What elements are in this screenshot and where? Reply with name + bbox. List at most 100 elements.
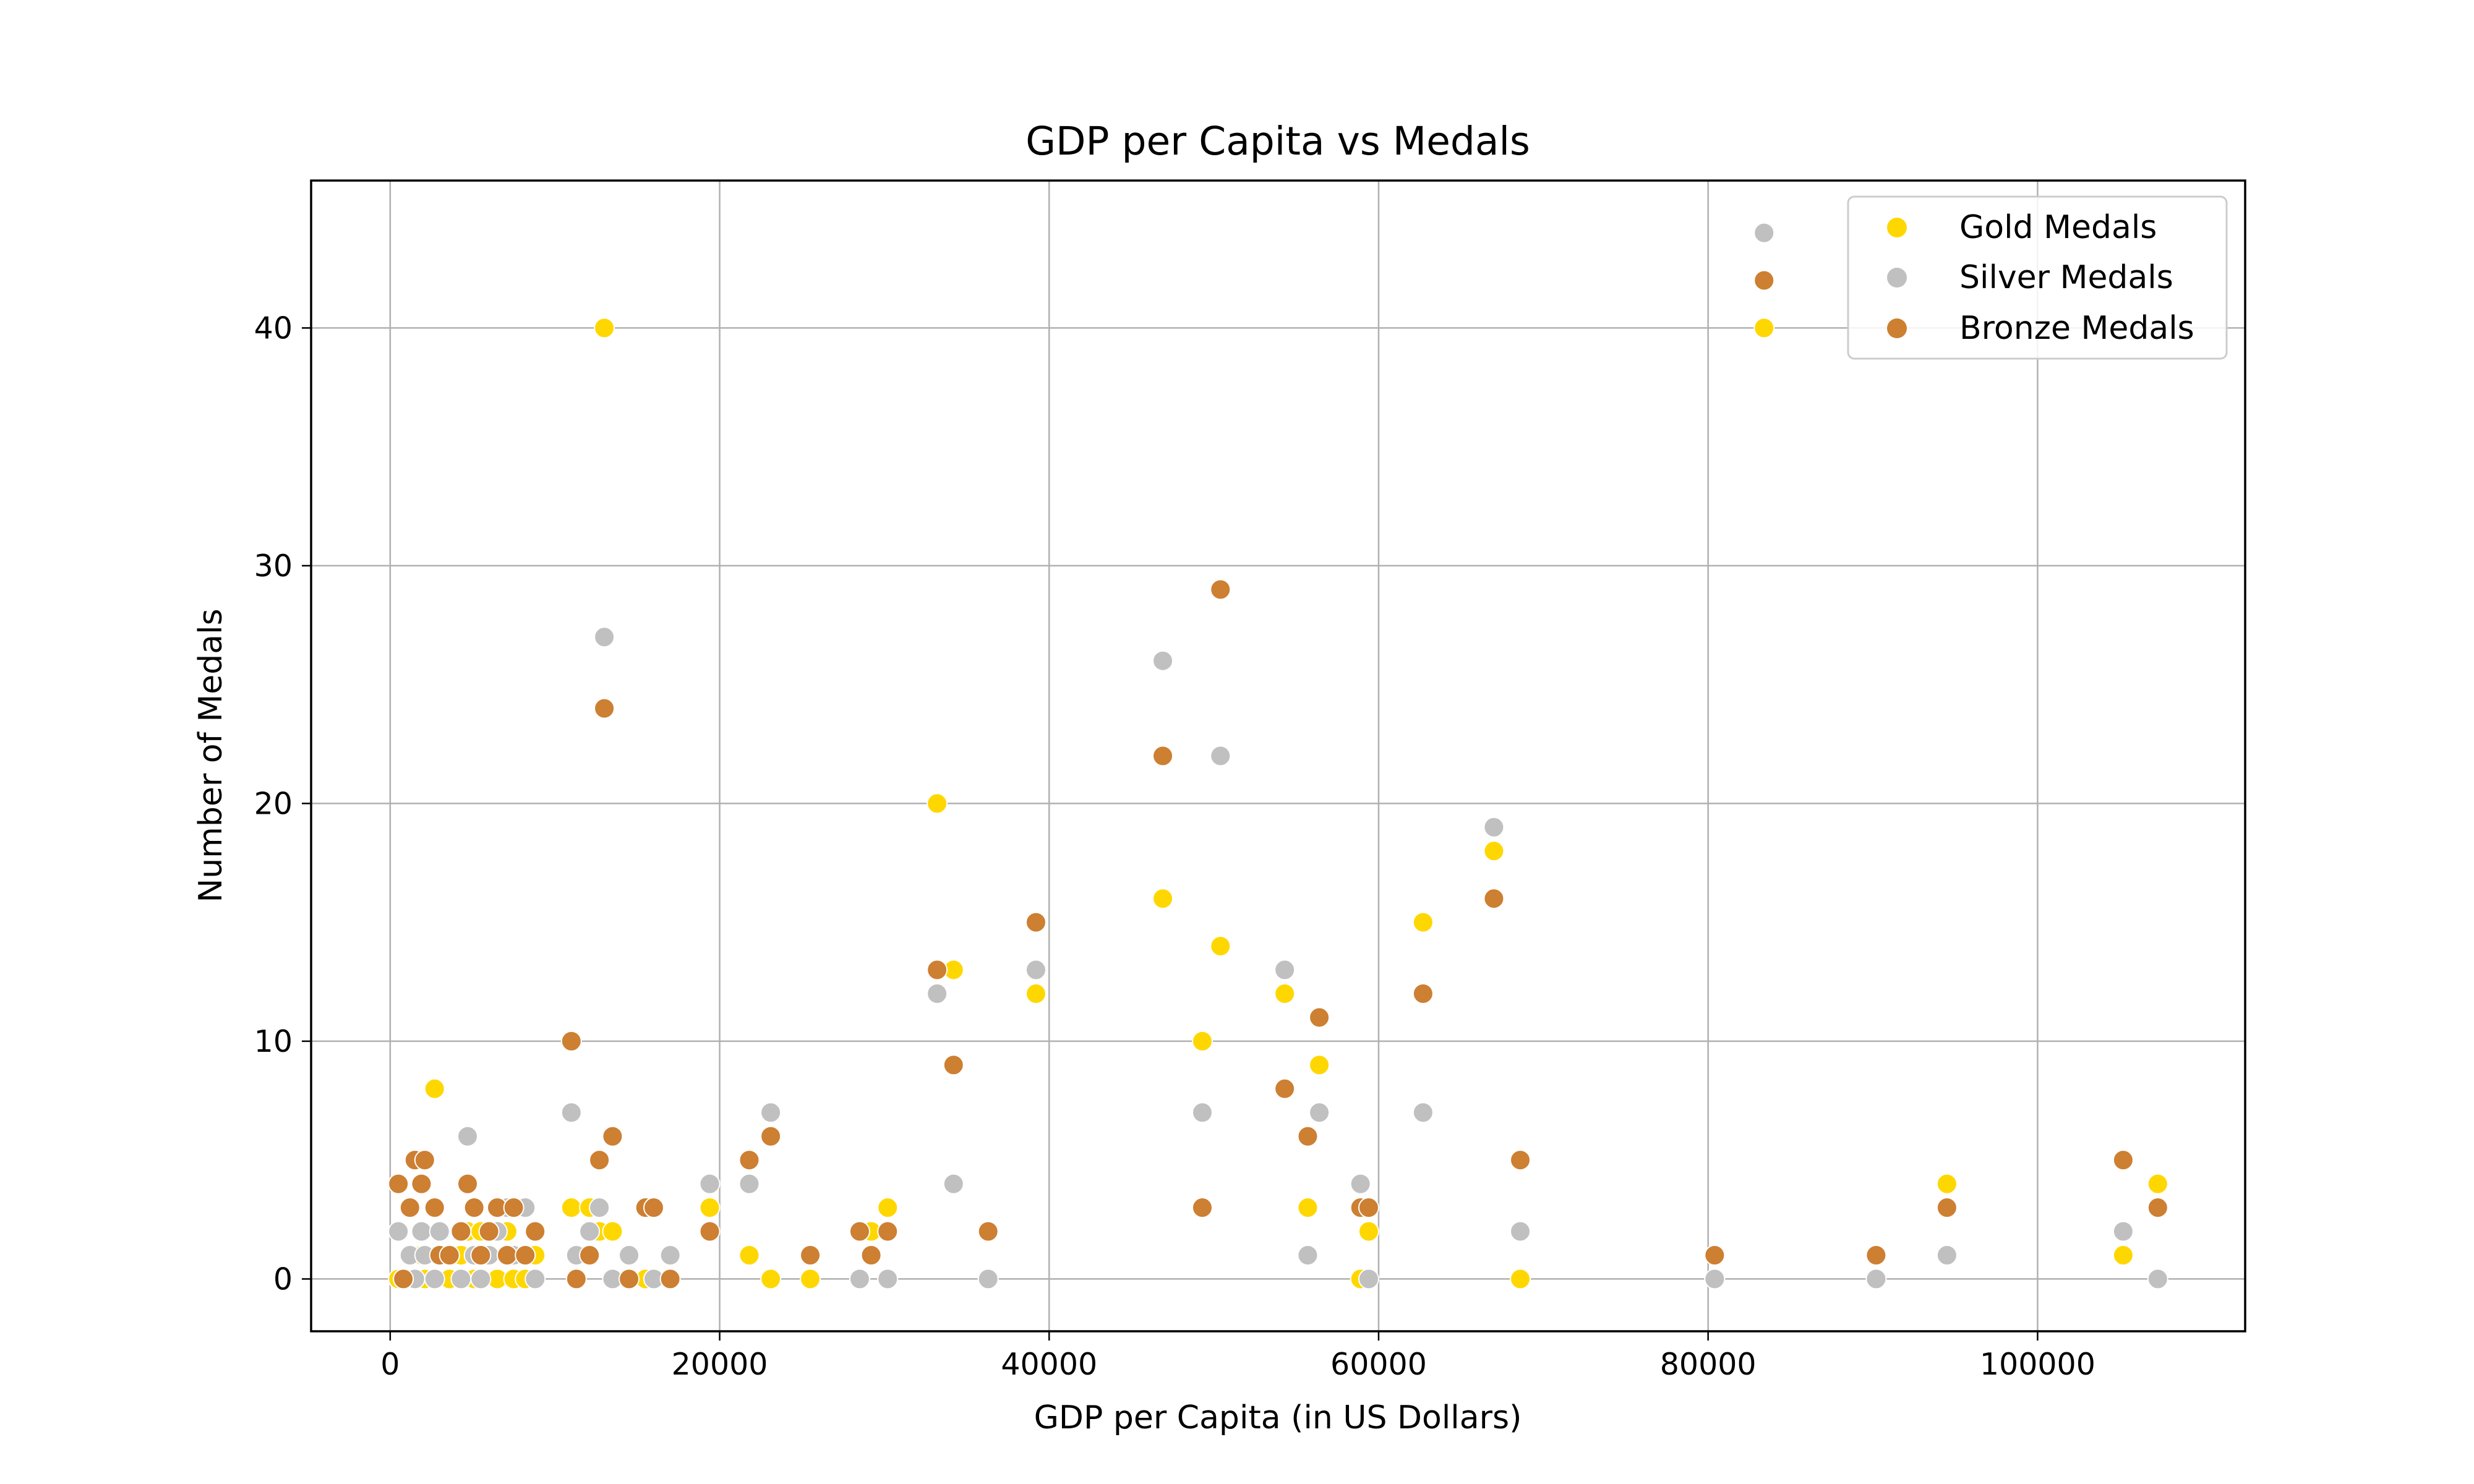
bronze-medal-point — [1210, 579, 1231, 600]
bronze-medal-point — [1191, 1197, 1213, 1219]
x-tick-label: 40000 — [1001, 1347, 1097, 1382]
silver-medal-point — [849, 1268, 870, 1290]
y-tick-label: 30 — [254, 548, 293, 584]
gold-medal-point — [927, 793, 948, 814]
silver-medal-point — [1309, 1102, 1330, 1124]
bronze-medal-point — [457, 1173, 479, 1195]
bronze-medal-point — [424, 1197, 445, 1219]
axis-ticks: 0 20000 40000 60000 80000 100000 0 10 20 30 40 — [254, 310, 2095, 1382]
silver-medal-point — [1350, 1173, 1371, 1195]
bronze-medal-point — [594, 697, 615, 719]
bronze-medal-point — [1483, 888, 1505, 910]
bronze-medal-point — [618, 1268, 640, 1290]
x-axis-title: GDP per Capita (in US Dollars) — [1034, 1399, 1522, 1436]
silver-medal-point — [1483, 816, 1505, 838]
legend-marker-bronze — [1887, 318, 1907, 338]
chart-title: GDP per Capita vs Medals — [1025, 119, 1530, 164]
y-tick-label: 40 — [254, 310, 293, 346]
silver-medal-point — [1936, 1244, 1958, 1266]
silver-medal-point — [1025, 959, 1047, 981]
gold-medal-point — [1358, 1221, 1379, 1242]
bronze-medal-point — [478, 1221, 500, 1242]
bronze-medal-point — [393, 1268, 414, 1290]
gold-medal-point — [1936, 1173, 1958, 1195]
bronze-medal-point — [565, 1268, 587, 1290]
x-tick-label: 80000 — [1660, 1347, 1757, 1382]
bronze-medal-point — [1704, 1244, 1726, 1266]
gold-medal-point — [877, 1197, 899, 1219]
bronze-medal-point — [602, 1125, 623, 1147]
silver-medal-point — [424, 1268, 445, 1290]
gold-medal-point — [2112, 1244, 2134, 1266]
gold-medal-point — [1274, 983, 1296, 1005]
bronze-medal-point — [450, 1221, 472, 1242]
gold-medal-point — [738, 1244, 760, 1266]
bronze-medal-point — [579, 1244, 601, 1266]
x-tick-label: 20000 — [672, 1347, 768, 1382]
bronze-medal-point — [589, 1149, 610, 1171]
y-tick-label: 10 — [254, 1024, 293, 1059]
bronze-medal-point — [414, 1149, 435, 1171]
gold-medal-point — [1025, 983, 1047, 1005]
bronze-medal-point — [2147, 1197, 2168, 1219]
bronze-medal-point — [659, 1268, 681, 1290]
gold-medal-point — [1483, 840, 1505, 862]
silver-medal-point — [943, 1173, 964, 1195]
bronze-medal-point — [2112, 1149, 2134, 1171]
bronze-medal-point — [399, 1197, 421, 1219]
gold-medal-point — [1191, 1030, 1213, 1052]
silver-medal-point — [450, 1268, 472, 1290]
bronze-medal-point — [439, 1244, 460, 1266]
bronze-medal-point — [503, 1197, 524, 1219]
bronze-medal-point — [738, 1149, 760, 1171]
bronze-medal-point — [1510, 1149, 1531, 1171]
gold-medal-point — [800, 1268, 821, 1290]
silver-medal-point — [524, 1268, 546, 1290]
bronze-medal-point — [1309, 1007, 1330, 1028]
silver-medal-point — [388, 1221, 409, 1242]
bronze-medal-point — [515, 1244, 536, 1266]
silver-medal-point — [877, 1268, 899, 1290]
bronze-medal-point — [1025, 911, 1047, 933]
bronze-medal-point — [1865, 1244, 1887, 1266]
gold-medal-point — [1753, 317, 1775, 339]
silver-medal-point — [457, 1125, 479, 1147]
silver-medal-point — [1191, 1102, 1213, 1124]
bronze-medal-point — [470, 1244, 492, 1266]
gold-medal-point — [1210, 936, 1231, 957]
x-tick-label: 0 — [380, 1347, 400, 1382]
gold-medal-point — [424, 1078, 445, 1099]
silver-medal-point — [579, 1221, 601, 1242]
gold-medal-point — [560, 1197, 582, 1219]
silver-medal-point — [594, 626, 615, 648]
gold-medal-point — [1309, 1054, 1330, 1076]
gold-medal-point — [699, 1197, 721, 1219]
silver-medal-point — [1753, 222, 1775, 244]
silver-medal-point — [1210, 745, 1231, 767]
bronze-medal-point — [496, 1244, 518, 1266]
bronze-medal-point — [1358, 1197, 1379, 1219]
y-axis-title: Number of Medals — [192, 608, 229, 902]
bronze-medal-point — [560, 1030, 582, 1052]
silver-medal-point — [927, 983, 948, 1005]
bronze-medal-point — [1274, 1078, 1296, 1099]
bronze-medal-point — [524, 1221, 546, 1242]
bronze-medal-point — [1297, 1125, 1319, 1147]
silver-medal-point — [1865, 1268, 1887, 1290]
legend: Gold Medals Silver Medals Bronze Medals — [1847, 195, 2228, 360]
bronze-medal-point — [927, 959, 948, 981]
gold-medal-point — [2147, 1173, 2168, 1195]
silver-medal-point — [699, 1173, 721, 1195]
bronze-medal-point — [977, 1221, 999, 1242]
silver-medal-point — [470, 1268, 492, 1290]
bronze-medal-point — [860, 1244, 882, 1266]
y-tick-label: 20 — [254, 786, 293, 821]
bronze-medal-point — [1753, 270, 1775, 291]
silver-medal-point — [659, 1244, 681, 1266]
bronze-medal-point — [699, 1221, 721, 1242]
gold-medal-point — [1297, 1197, 1319, 1219]
silver-medal-point — [618, 1244, 640, 1266]
gold-medal-point — [1152, 888, 1174, 910]
x-tick-label: 60000 — [1330, 1347, 1427, 1382]
silver-medal-point — [429, 1221, 450, 1242]
